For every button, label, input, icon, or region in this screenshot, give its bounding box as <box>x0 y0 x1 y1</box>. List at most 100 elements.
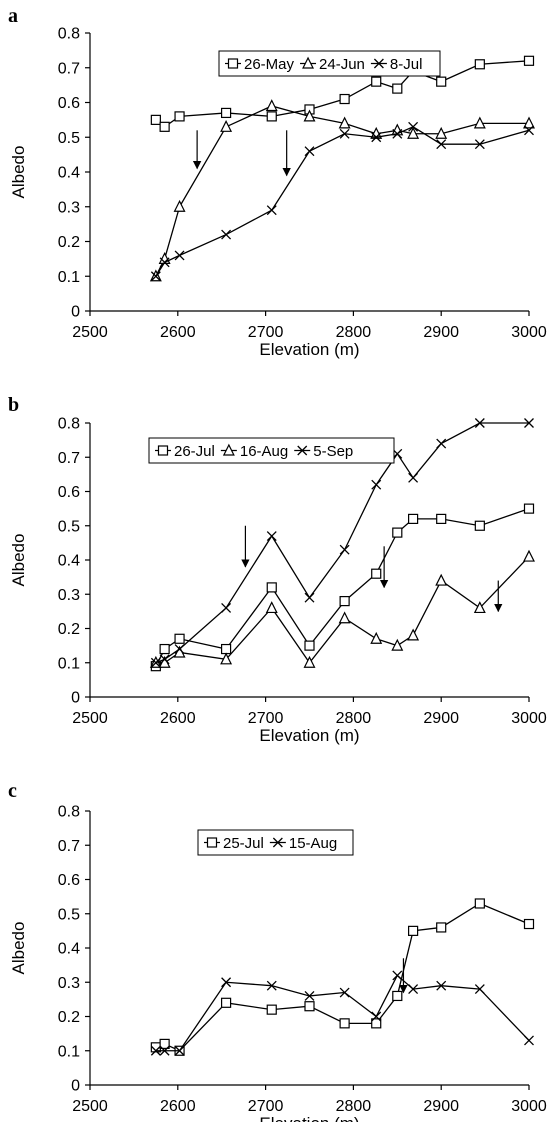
legend-marker <box>373 58 384 69</box>
y-axis-label: Albedo <box>9 534 28 587</box>
data-point <box>174 111 185 122</box>
y-tick-label: 0 <box>71 690 80 707</box>
y-tick-label: 0 <box>71 1078 80 1095</box>
y-tick-label: 0.8 <box>58 26 80 43</box>
legend: 26-Jul 16-Aug 5-Sep <box>148 437 395 464</box>
legend-item: 26-May <box>225 56 295 73</box>
chart-panel-b: b 0 0.1 0.2 0.3 0.4 0.5 0.6 0.7 0.8 2500 2600 2700 28… <box>8 394 547 745</box>
data-point <box>265 601 278 614</box>
x-tick-label: 2500 <box>72 1098 108 1115</box>
data-point <box>474 418 485 428</box>
y-tick-label: 0.7 <box>58 838 80 855</box>
y-tick-label: 0.4 <box>58 165 80 182</box>
x-tick-label: 2700 <box>248 324 284 341</box>
data-point <box>392 527 403 538</box>
y-tick-label: 0.4 <box>58 553 80 570</box>
data-point <box>221 602 232 613</box>
data-point <box>339 595 350 607</box>
legend-label: 15-Aug <box>289 835 337 852</box>
data-point <box>371 1018 382 1029</box>
data-point <box>304 640 315 651</box>
data-point <box>266 980 277 991</box>
data-point <box>392 970 403 981</box>
data-point <box>523 918 535 930</box>
data-point <box>523 55 535 66</box>
data-point <box>159 257 170 268</box>
data-point <box>524 125 534 136</box>
data-point <box>266 111 277 122</box>
data-point <box>435 126 448 139</box>
data-point <box>436 980 447 991</box>
x-tick-label: 2500 <box>72 710 108 727</box>
data-point <box>339 1018 350 1029</box>
x-tick-label: 3000 <box>511 324 547 341</box>
y-tick-label: 0.6 <box>58 872 80 889</box>
data-point <box>339 128 350 139</box>
data-point <box>408 472 419 483</box>
series-line <box>155 902 530 1052</box>
data-point <box>304 1001 315 1012</box>
legend-marker <box>302 56 315 69</box>
y-tick-label: 0.3 <box>58 199 80 216</box>
legend: 26-May 24-Jun 8-Jul <box>218 50 441 77</box>
legend: 25-Jul 15-Aug <box>197 829 354 856</box>
x-tick-label: 2700 <box>248 710 284 727</box>
data-point <box>304 146 315 157</box>
data-point <box>392 990 403 1002</box>
x-tick-label: 2900 <box>423 324 459 341</box>
data-point <box>371 479 382 490</box>
data-point <box>436 139 447 150</box>
y-tick-label: 0.1 <box>58 269 80 286</box>
legend-item: 8-Jul <box>370 56 423 73</box>
legend-marker <box>206 837 218 848</box>
y-tick-label: 0.2 <box>58 234 80 251</box>
legend-box <box>148 437 395 464</box>
legend-item: 15-Aug <box>269 835 337 852</box>
x-axis-label: Elevation (m) <box>259 1114 359 1122</box>
data-point <box>220 107 232 119</box>
legend-marker <box>272 837 283 848</box>
legend-item: 26-Jul <box>155 443 215 460</box>
legend-label: 8-Jul <box>390 56 423 73</box>
panel-label: c <box>8 780 17 802</box>
data-point <box>524 418 534 428</box>
x-tick-label: 2500 <box>72 324 108 341</box>
legend-marker <box>227 58 239 69</box>
data-point <box>339 987 350 998</box>
series-26-Jul <box>150 503 535 672</box>
data-point <box>266 1004 277 1015</box>
data-point <box>159 643 170 655</box>
x-axis-label: Elevation (m) <box>259 340 359 359</box>
series-line <box>155 508 530 667</box>
data-point <box>436 76 447 87</box>
data-point <box>303 109 316 122</box>
legend-item: 16-Aug <box>220 443 288 460</box>
data-point <box>408 121 419 132</box>
data-point <box>150 114 161 125</box>
data-point <box>371 1011 382 1022</box>
y-tick-label: 0.6 <box>58 95 80 112</box>
data-point <box>408 925 419 936</box>
y-tick-label: 0.5 <box>58 130 80 147</box>
data-point <box>339 544 350 555</box>
data-point <box>304 592 315 603</box>
data-point <box>371 132 382 143</box>
data-point <box>523 549 535 562</box>
x-tick-label: 3000 <box>511 1098 547 1115</box>
data-point <box>159 1045 170 1056</box>
legend-label: 26-May <box>244 56 295 73</box>
data-point <box>304 990 315 1001</box>
data-point <box>473 601 486 614</box>
x-tick-label: 2800 <box>336 1098 372 1115</box>
y-tick-label: 0.7 <box>58 60 80 77</box>
y-tick-label: 0.1 <box>58 1043 80 1060</box>
data-point <box>338 611 351 624</box>
data-point <box>338 116 351 129</box>
data-point <box>407 628 420 641</box>
series-16-Aug <box>149 549 535 668</box>
series-15-Aug <box>150 970 534 1056</box>
data-point <box>391 638 404 651</box>
data-point <box>220 119 233 132</box>
data-point <box>159 654 170 665</box>
data-point <box>266 531 277 541</box>
